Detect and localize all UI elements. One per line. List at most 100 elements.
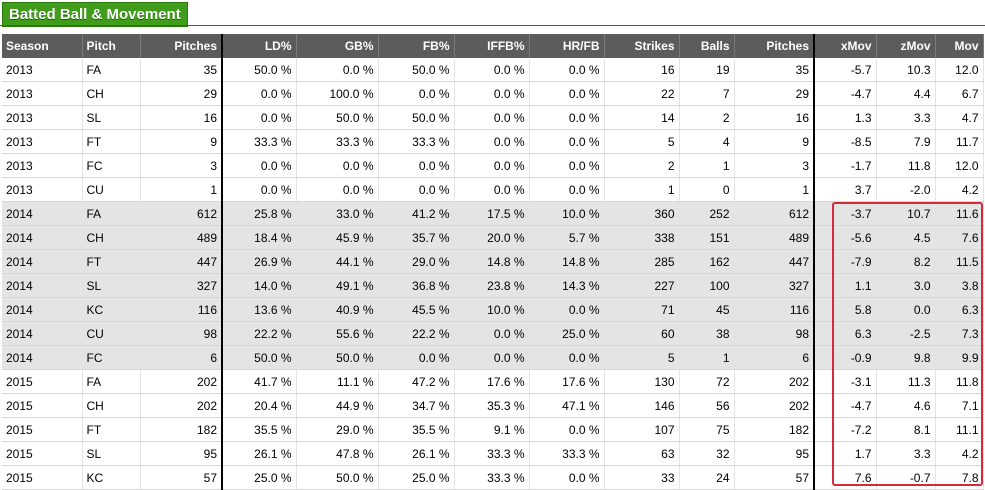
table-row: 2013 SL 16 0.0 % 50.0 % 50.0 % 0.0 % 0.0 % 14 2 16…	[2, 105, 984, 130]
cell-mov: 12.0	[935, 58, 984, 82]
cell-balls: 252	[679, 201, 735, 226]
cell-season: 2014	[2, 225, 83, 250]
cell-mov: 11.7	[935, 129, 984, 154]
cell-season: 2013	[2, 58, 83, 82]
cell-strikes: 5	[604, 345, 680, 370]
cell-ld-pct: 13.6 %	[222, 297, 297, 322]
cell-pitch: FA	[82, 201, 141, 226]
cell-pitch: CH	[82, 393, 141, 418]
cell-ld-pct: 22.2 %	[222, 321, 297, 346]
column-header-fb-pct[interactable]: FB%	[378, 34, 455, 58]
column-header-balls[interactable]: Balls	[679, 34, 735, 58]
cell-mov: 6.7	[935, 81, 984, 106]
cell-zmov: 10.3	[876, 58, 936, 82]
cell-balls: 7	[679, 81, 735, 106]
cell-strikes: 14	[604, 105, 680, 130]
cell-pitches: 9	[140, 129, 223, 154]
column-header-strikes[interactable]: Strikes	[604, 34, 680, 58]
cell-mov: 3.8	[935, 273, 984, 298]
cell-ld-pct: 50.0 %	[222, 345, 297, 370]
cell-strikes: 2	[604, 153, 680, 178]
column-header-mov[interactable]: Mov	[935, 34, 984, 58]
cell-iffb-pct: 10.0 %	[454, 297, 530, 322]
column-header-season[interactable]: Season	[2, 34, 83, 58]
column-header-zmov[interactable]: zMov	[876, 34, 936, 58]
cell-ld-pct: 20.4 %	[222, 393, 297, 418]
cell-mov: 11.8	[935, 369, 984, 394]
table-row: 2014 KC 116 13.6 % 40.9 % 45.5 % 10.0 % 0.0 % 71…	[2, 297, 984, 322]
cell-hr-fb: 0.0 %	[529, 81, 605, 106]
cell-balls: 1	[679, 153, 735, 178]
cell-fb-pct: 34.7 %	[378, 393, 455, 418]
cell-mov: 9.9	[935, 345, 984, 370]
cell-hr-fb: 0.0 %	[529, 177, 605, 202]
cell-zmov: 4.5	[876, 225, 936, 250]
cell-mov: 7.6	[935, 225, 984, 250]
cell-pitch: FT	[82, 417, 141, 442]
column-header-gb-pct[interactable]: GB%	[296, 34, 379, 58]
cell-gb-pct: 45.9 %	[296, 225, 379, 250]
cell-pitch: SL	[82, 273, 141, 298]
column-header-pitches[interactable]: Pitches	[140, 34, 223, 58]
cell-hr-fb: 0.0 %	[529, 58, 605, 82]
cell-pitch: FT	[82, 249, 141, 274]
cell-season: 2013	[2, 129, 83, 154]
cell-hr-fb: 14.8 %	[529, 249, 605, 274]
cell-gb-pct: 0.0 %	[296, 153, 379, 178]
column-header-hr-fb[interactable]: HR/FB	[529, 34, 605, 58]
cell-mov: 7.1	[935, 393, 984, 418]
cell-pitches: 35	[140, 58, 223, 82]
cell-strikes: 107	[604, 417, 680, 442]
cell-gb-pct: 0.0 %	[296, 58, 379, 82]
cell-pitches-total: 16	[734, 105, 815, 130]
column-header-ld-pct[interactable]: LD%	[222, 34, 297, 58]
cell-gb-pct: 40.9 %	[296, 297, 379, 322]
column-header-xmov[interactable]: xMov	[814, 34, 877, 58]
cell-fb-pct: 41.2 %	[378, 201, 455, 226]
cell-season: 2014	[2, 273, 83, 298]
cell-pitches-total: 6	[734, 345, 815, 370]
cell-iffb-pct: 14.8 %	[454, 249, 530, 274]
cell-iffb-pct: 33.3 %	[454, 441, 530, 466]
cell-season: 2014	[2, 297, 83, 322]
cell-pitch: FA	[82, 369, 141, 394]
cell-mov: 11.1	[935, 417, 984, 442]
cell-pitches-total: 9	[734, 129, 815, 154]
cell-mov: 11.5	[935, 249, 984, 274]
cell-balls: 100	[679, 273, 735, 298]
cell-hr-fb: 5.7 %	[529, 225, 605, 250]
cell-gb-pct: 100.0 %	[296, 81, 379, 106]
cell-gb-pct: 33.3 %	[296, 129, 379, 154]
cell-strikes: 227	[604, 273, 680, 298]
cell-season: 2014	[2, 321, 83, 346]
column-header-pitch[interactable]: Pitch	[82, 34, 141, 58]
cell-mov: 7.8	[935, 465, 984, 490]
cell-hr-fb: 10.0 %	[529, 201, 605, 226]
column-header-iffb-pct[interactable]: IFFB%	[454, 34, 530, 58]
cell-zmov: 0.0	[876, 297, 936, 322]
cell-pitches: 202	[140, 393, 223, 418]
cell-fb-pct: 45.5 %	[378, 297, 455, 322]
cell-fb-pct: 35.5 %	[378, 417, 455, 442]
cell-pitch: FC	[82, 153, 141, 178]
table-row: 2014 FT 447 26.9 % 44.1 % 29.0 % 14.8 % 14.8 % 2…	[2, 249, 984, 274]
cell-iffb-pct: 23.8 %	[454, 273, 530, 298]
cell-pitches: 6	[140, 345, 223, 370]
cell-pitches: 1	[140, 177, 223, 202]
cell-ld-pct: 26.9 %	[222, 249, 297, 274]
cell-fb-pct: 29.0 %	[378, 249, 455, 274]
cell-ld-pct: 18.4 %	[222, 225, 297, 250]
table-header-row: Season Pitch Pitches LD% GB% FB% IFFB% H…	[2, 34, 984, 58]
table-row: 2014 CU 98 22.2 % 55.6 % 22.2 % 0.0 % 25.0 % 60 3…	[2, 321, 984, 346]
cell-pitch: FC	[82, 345, 141, 370]
cell-pitches: 95	[140, 441, 223, 466]
cell-mov: 4.2	[935, 177, 984, 202]
cell-hr-fb: 17.6 %	[529, 369, 605, 394]
table-row: 2013 CU 1 0.0 % 0.0 % 0.0 % 0.0 % 0.0 % 1 0 1 3.7 -2…	[2, 177, 984, 202]
cell-xmov: -4.7	[814, 81, 877, 106]
cell-xmov: 6.3	[814, 321, 877, 346]
cell-strikes: 5	[604, 129, 680, 154]
column-header-pitches-total[interactable]: Pitches	[734, 34, 815, 58]
cell-zmov: 9.8	[876, 345, 936, 370]
cell-mov: 4.7	[935, 105, 984, 130]
